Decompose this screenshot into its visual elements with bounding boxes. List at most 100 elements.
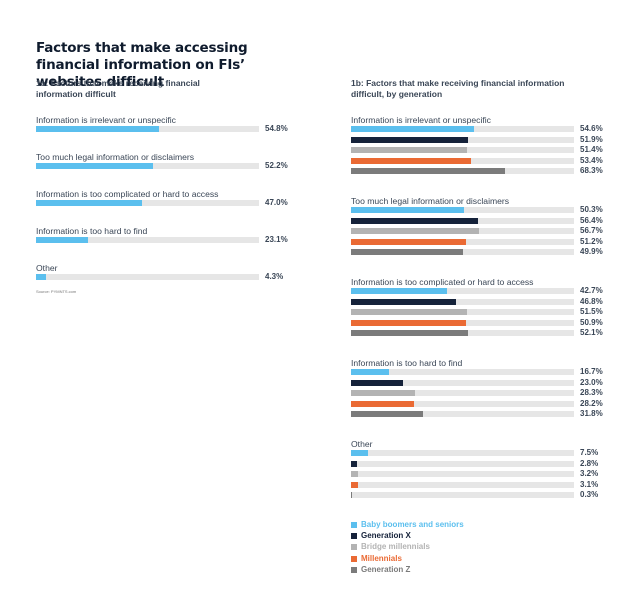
bar (351, 249, 464, 256)
value-label: 31.8% (580, 409, 603, 419)
bar (351, 411, 423, 418)
bar-track (351, 126, 574, 132)
legend-item: Bridge millennials (351, 542, 464, 553)
bar (351, 168, 505, 175)
bar (36, 200, 142, 206)
category-label: Information is too hard to find (351, 358, 463, 368)
chart-1b-legend: Baby boomers and seniors Generation X Brid… (351, 519, 464, 575)
value-label: 50.9% (580, 317, 603, 327)
bar (36, 126, 160, 132)
bar-track (36, 126, 259, 132)
category-label: Information is too complicated or hard t… (351, 277, 534, 287)
bar-track (351, 228, 574, 235)
bar-track (351, 157, 574, 164)
bar-track (36, 274, 259, 280)
bar (351, 369, 389, 375)
bar (351, 450, 368, 456)
bar (351, 309, 467, 316)
legend-item: Millennials (351, 553, 464, 564)
category-label: Information is irrelevant or unspecific (36, 115, 176, 125)
value-label: 47.0% (265, 198, 288, 207)
legend-swatch (351, 544, 357, 551)
bar-track (351, 450, 574, 456)
chart-1b-title: 1b: Factors that make receiving financia… (351, 78, 565, 99)
value-label: 23.1% (265, 235, 288, 244)
legend-item: Generation Z (351, 564, 464, 575)
bar (351, 157, 472, 164)
value-label: 46.8% (580, 296, 603, 306)
value-label: 28.2% (580, 398, 603, 408)
value-label: 54.6% (580, 124, 603, 133)
legend-swatch (351, 566, 357, 573)
bar-track (351, 379, 574, 386)
bar-track (351, 400, 574, 407)
value-label: 56.7% (580, 226, 603, 236)
value-label: 52.2% (265, 161, 288, 170)
bar (36, 163, 154, 169)
chart-1a-title: 1a: Factors that make receiving financia… (36, 78, 200, 99)
value-label: 0.3% (580, 490, 599, 500)
value-label: 3.2% (580, 469, 599, 479)
bar-track (351, 369, 574, 375)
bar-track (351, 330, 574, 337)
bar (351, 379, 403, 386)
category-label: Information is too complicated or hard t… (36, 189, 219, 199)
bar (351, 288, 448, 294)
bar-track (351, 460, 574, 467)
bar (351, 126, 474, 132)
value-label: 3.1% (580, 479, 599, 489)
page-title: Factors that make accessing financial in… (36, 40, 248, 90)
value-label: 49.9% (580, 247, 603, 257)
value-label: 23.0% (580, 377, 603, 387)
value-label: 54.8% (265, 124, 288, 133)
bar (351, 492, 352, 499)
legend-item: Generation X (351, 530, 464, 541)
bar-track (36, 163, 259, 169)
bar-track (351, 217, 574, 224)
bar-track (351, 319, 574, 326)
value-label: 2.8% (580, 458, 599, 468)
legend-label: Generation X (361, 530, 411, 540)
category-label: Other (351, 439, 373, 449)
bar (36, 274, 46, 280)
value-label: 51.4% (580, 145, 603, 155)
value-label: 16.7% (580, 367, 603, 376)
bar (351, 319, 466, 326)
value-label: 51.9% (580, 134, 603, 144)
legend-swatch (351, 521, 357, 528)
value-label: 51.5% (580, 307, 603, 317)
bar-track (351, 298, 574, 305)
bar (351, 217, 478, 224)
bar (351, 298, 457, 305)
value-label: 51.2% (580, 236, 603, 246)
bar (351, 471, 359, 478)
value-label: 68.3% (580, 166, 603, 176)
category-label: Information is irrelevant or unspecific (351, 115, 491, 125)
bar (36, 237, 88, 243)
legend-swatch (351, 555, 357, 562)
bar-track (351, 168, 574, 175)
value-label: 42.7% (580, 286, 603, 295)
bar (351, 481, 358, 488)
bar-track (351, 136, 574, 143)
bar-track (351, 471, 574, 478)
value-label: 7.5% (580, 448, 599, 457)
bar-track (351, 481, 574, 488)
bar-track (351, 147, 574, 154)
legend-label: Baby boomers and seniors (361, 519, 464, 529)
category-label: Information is too hard to find (36, 226, 148, 236)
legend-label: Generation Z (361, 564, 411, 574)
bar-track (351, 288, 574, 294)
bar (351, 400, 415, 407)
value-label: 4.3% (265, 272, 284, 281)
bar-track (36, 237, 259, 243)
value-label: 28.3% (580, 388, 603, 398)
legend-label: Millennials (361, 553, 402, 563)
bar (351, 390, 415, 397)
source-note: Source: PYMNTS.com (36, 289, 77, 294)
bar-track (351, 390, 574, 397)
bar-track (351, 309, 574, 316)
bar (351, 330, 469, 337)
bar (351, 147, 467, 154)
value-label: 50.3% (580, 205, 603, 214)
